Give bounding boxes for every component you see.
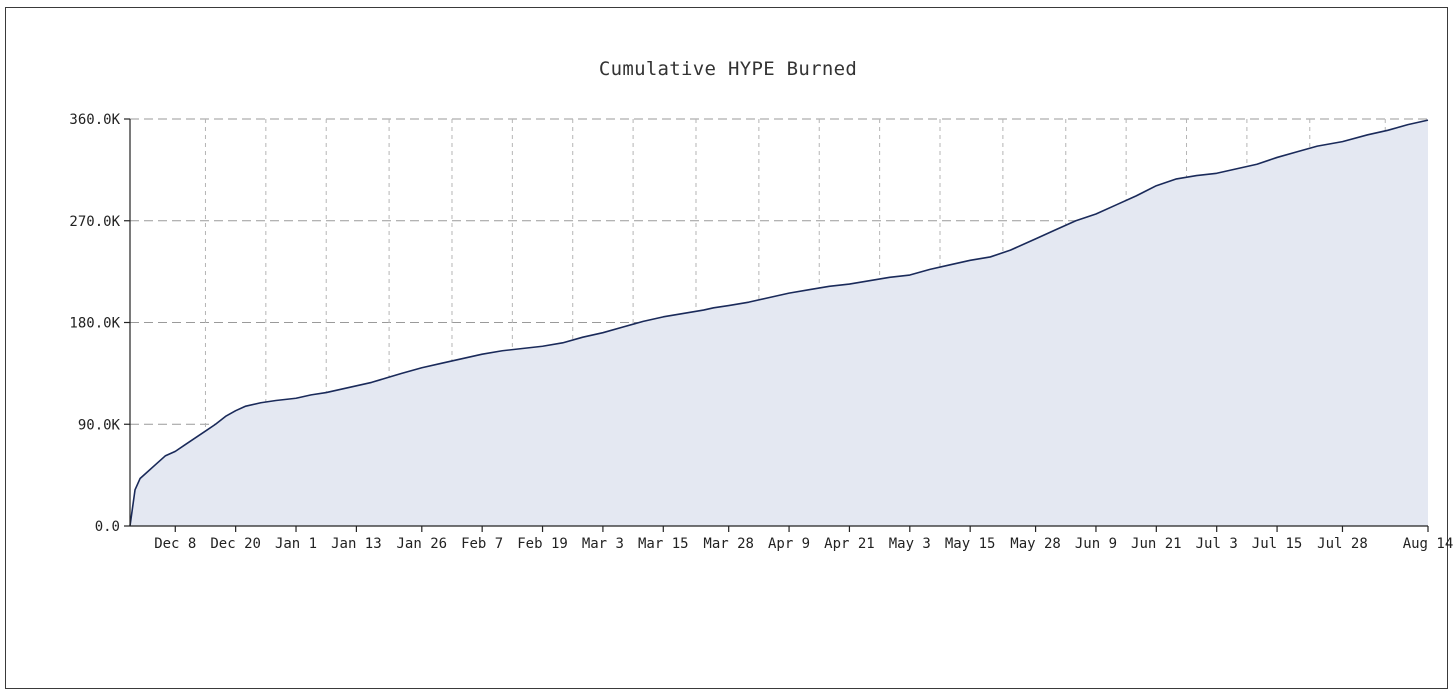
y-tick-label: 0.0	[95, 519, 120, 535]
x-tick-label: Apr 21	[824, 536, 875, 552]
x-tick-label: May 28	[1010, 536, 1061, 552]
x-tick-label: Jun 21	[1131, 536, 1182, 552]
x-tick-label: Jan 1	[275, 536, 317, 552]
series-line	[129, 119, 1429, 527]
x-tick-label: Feb 7	[461, 536, 503, 552]
x-tick-label: Jul 28	[1317, 536, 1368, 552]
x-tick-label: Mar 3	[582, 536, 624, 552]
x-tick-label: Apr 9	[768, 536, 810, 552]
x-tick-label: Jul 15	[1252, 536, 1303, 552]
x-tick-label: May 3	[889, 536, 931, 552]
x-tick-label: Jul 3	[1196, 536, 1238, 552]
x-tick-label: Dec 8	[154, 536, 196, 552]
y-tick-label: 90.0K	[78, 417, 121, 433]
x-tick-label: Mar 15	[638, 536, 689, 552]
x-tick-label: Feb 19	[517, 536, 568, 552]
tick-labels: 0.0 90.0K 180.0K 270.0K 360.0K Dec 8 Dec 20 Jan…	[69, 112, 1453, 552]
x-tick-label: Mar 28	[703, 536, 754, 552]
chart-title: Cumulative HYPE Burned	[598, 58, 858, 80]
x-tick-label: Jan 26	[397, 536, 448, 552]
axes	[124, 118, 1429, 532]
x-tick-label: Aug 14	[1403, 536, 1454, 552]
y-tick-label: 270.0K	[69, 214, 120, 230]
y-tick-label: 180.0K	[69, 316, 120, 332]
x-tick-label: Dec 20	[210, 536, 261, 552]
x-tick-label: Jun 9	[1075, 536, 1117, 552]
y-tick-label: 360.0K	[69, 112, 120, 128]
area-fill	[130, 120, 1428, 526]
x-tick-label: May 15	[945, 536, 996, 552]
x-tick-label: Jan 13	[331, 536, 382, 552]
area-series	[129, 119, 1429, 527]
